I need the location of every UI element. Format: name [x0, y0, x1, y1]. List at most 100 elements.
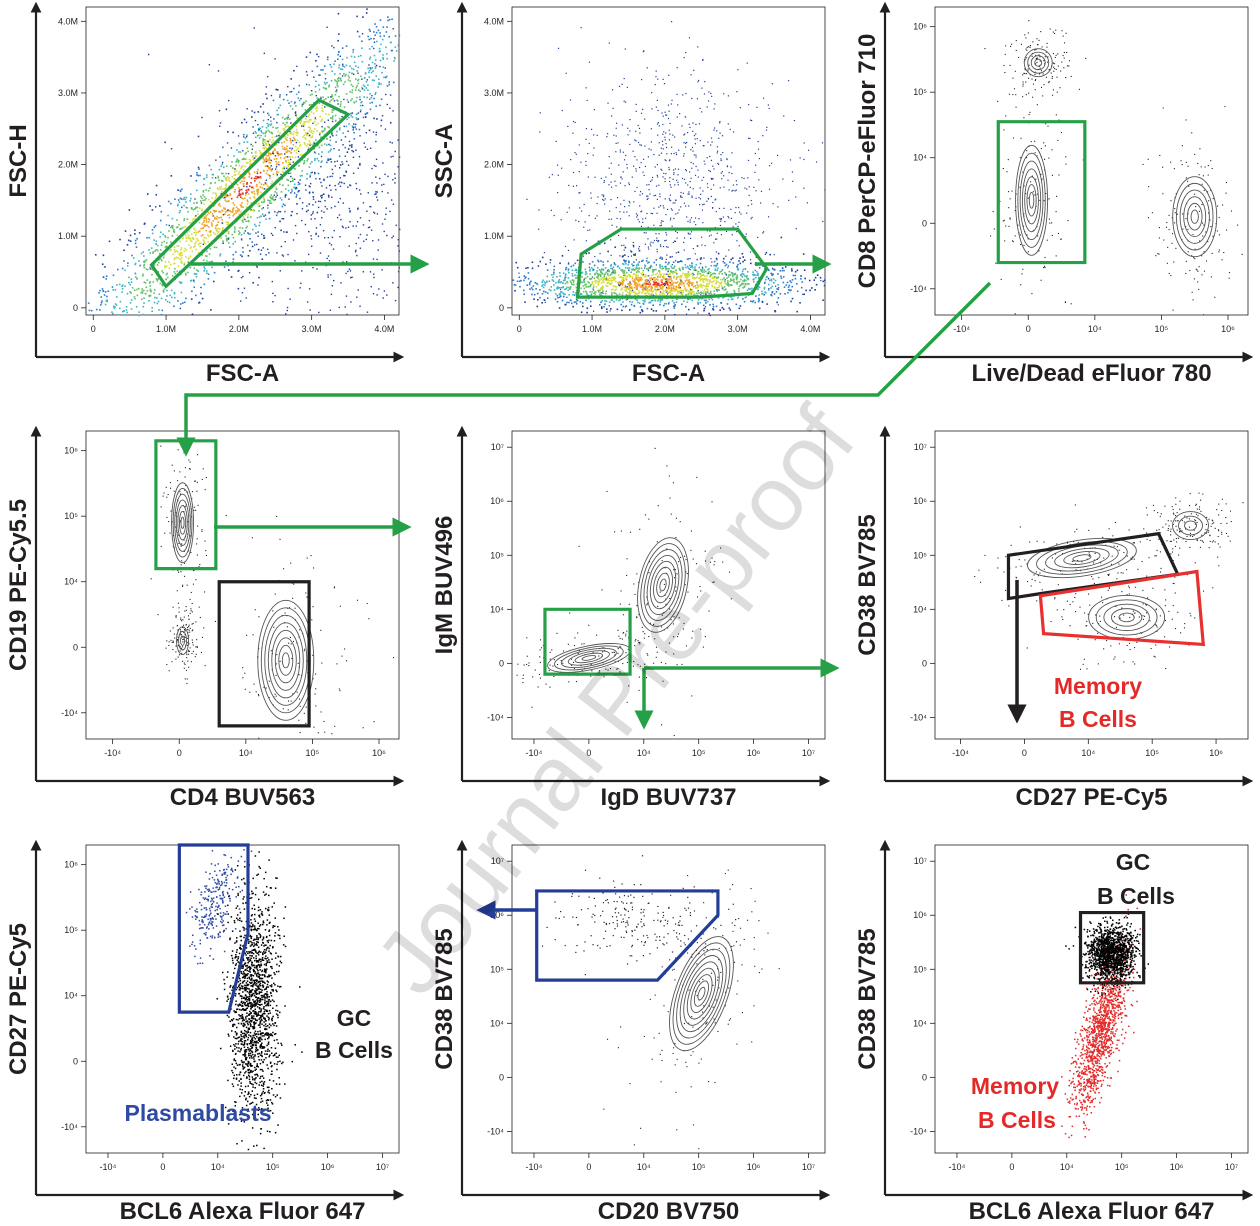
- event-dot: [263, 188, 266, 190]
- event-dot: [775, 291, 778, 293]
- event-dot: [181, 252, 183, 254]
- event-dot: [336, 99, 338, 101]
- event-dot: [316, 130, 318, 132]
- event-dot: [678, 209, 680, 211]
- event-dot: [593, 273, 596, 276]
- event-dot: [271, 168, 274, 170]
- event-dot: [230, 147, 233, 149]
- event-dot: [165, 278, 167, 281]
- event-dot: [795, 196, 797, 198]
- event-dot: [717, 276, 720, 278]
- event-dot: [671, 293, 674, 295]
- event-dot: [531, 293, 533, 296]
- event-dot: [373, 47, 375, 50]
- event-dot: [336, 58, 339, 61]
- event-dot: [309, 186, 311, 188]
- event-dot: [733, 289, 735, 292]
- event-dot: [736, 240, 738, 242]
- event-dot: [683, 142, 685, 144]
- event-dot: [756, 106, 758, 108]
- event-dot: [167, 200, 170, 203]
- event-dot: [725, 292, 728, 295]
- event-dot: [267, 112, 269, 115]
- event-dot: [267, 159, 270, 161]
- event-dot: [218, 230, 220, 233]
- event-dot: [716, 259, 718, 261]
- event-dot: [166, 272, 169, 275]
- event-dot: [201, 254, 203, 256]
- event-dot: [578, 192, 580, 194]
- event-dot: [715, 264, 718, 267]
- event-dot: [597, 274, 600, 276]
- event-dot: [339, 185, 342, 188]
- event-dot: [143, 266, 146, 269]
- event-dot: [239, 300, 242, 302]
- event-dot: [572, 185, 574, 187]
- event-dot: [596, 134, 598, 136]
- event-dot: [755, 190, 757, 192]
- event-dot: [370, 229, 373, 231]
- event-dot: [731, 152, 733, 154]
- event-dot: [213, 246, 216, 249]
- event-dot: [321, 185, 323, 187]
- event-dot: [105, 275, 108, 278]
- event-dot: [582, 261, 584, 263]
- event-dot: [328, 196, 330, 198]
- event-dot: [368, 98, 371, 101]
- event-dot: [229, 193, 232, 195]
- event-dot: [255, 265, 258, 267]
- event-dot: [256, 134, 259, 137]
- event-dot: [763, 97, 765, 99]
- event-dot: [664, 180, 666, 183]
- event-dot: [360, 75, 362, 78]
- event-dot: [372, 273, 375, 275]
- event-dot: [559, 275, 561, 277]
- event-dot: [713, 264, 715, 267]
- event-dot: [565, 266, 568, 269]
- event-dot: [357, 82, 360, 85]
- event-dot: [330, 99, 333, 102]
- event-dot: [284, 138, 287, 141]
- event-dot: [628, 267, 631, 269]
- event-dot: [397, 166, 399, 168]
- event-dot: [275, 179, 277, 181]
- event-dot: [371, 94, 373, 97]
- event-dot: [596, 280, 599, 283]
- event-dot: [314, 118, 316, 121]
- event-dot: [385, 207, 387, 209]
- event-dot: [123, 260, 125, 262]
- event-dot: [670, 286, 673, 289]
- event-dot: [604, 300, 606, 302]
- event-dot: [713, 280, 715, 282]
- event-dot: [229, 209, 231, 212]
- event-dot: [765, 276, 768, 279]
- event-dot: [201, 297, 204, 300]
- event-dot: [607, 268, 610, 271]
- event-dot: [286, 306, 289, 309]
- event-dot: [584, 268, 587, 271]
- event-dot: [622, 270, 624, 273]
- event-dot: [680, 276, 682, 279]
- event-dot: [337, 80, 340, 82]
- event-dot: [397, 245, 399, 247]
- event-dot: [178, 280, 181, 283]
- event-dot: [722, 308, 725, 311]
- event-dot: [352, 49, 355, 51]
- event-dot: [664, 310, 667, 312]
- event-dot: [584, 277, 587, 279]
- event-dot: [369, 108, 372, 111]
- event-dot: [201, 209, 203, 212]
- event-dot: [564, 282, 567, 285]
- event-dot: [254, 180, 256, 182]
- event-dot: [613, 300, 615, 303]
- event-dot: [650, 149, 652, 151]
- event-dot: [242, 246, 244, 249]
- event-dot: [276, 121, 278, 124]
- event-dot: [736, 276, 738, 278]
- event-dot: [512, 279, 515, 282]
- event-dot: [232, 236, 235, 239]
- event-dot: [574, 121, 576, 124]
- event-dot: [617, 234, 620, 237]
- event-dot: [669, 184, 671, 186]
- event-dot: [608, 218, 610, 221]
